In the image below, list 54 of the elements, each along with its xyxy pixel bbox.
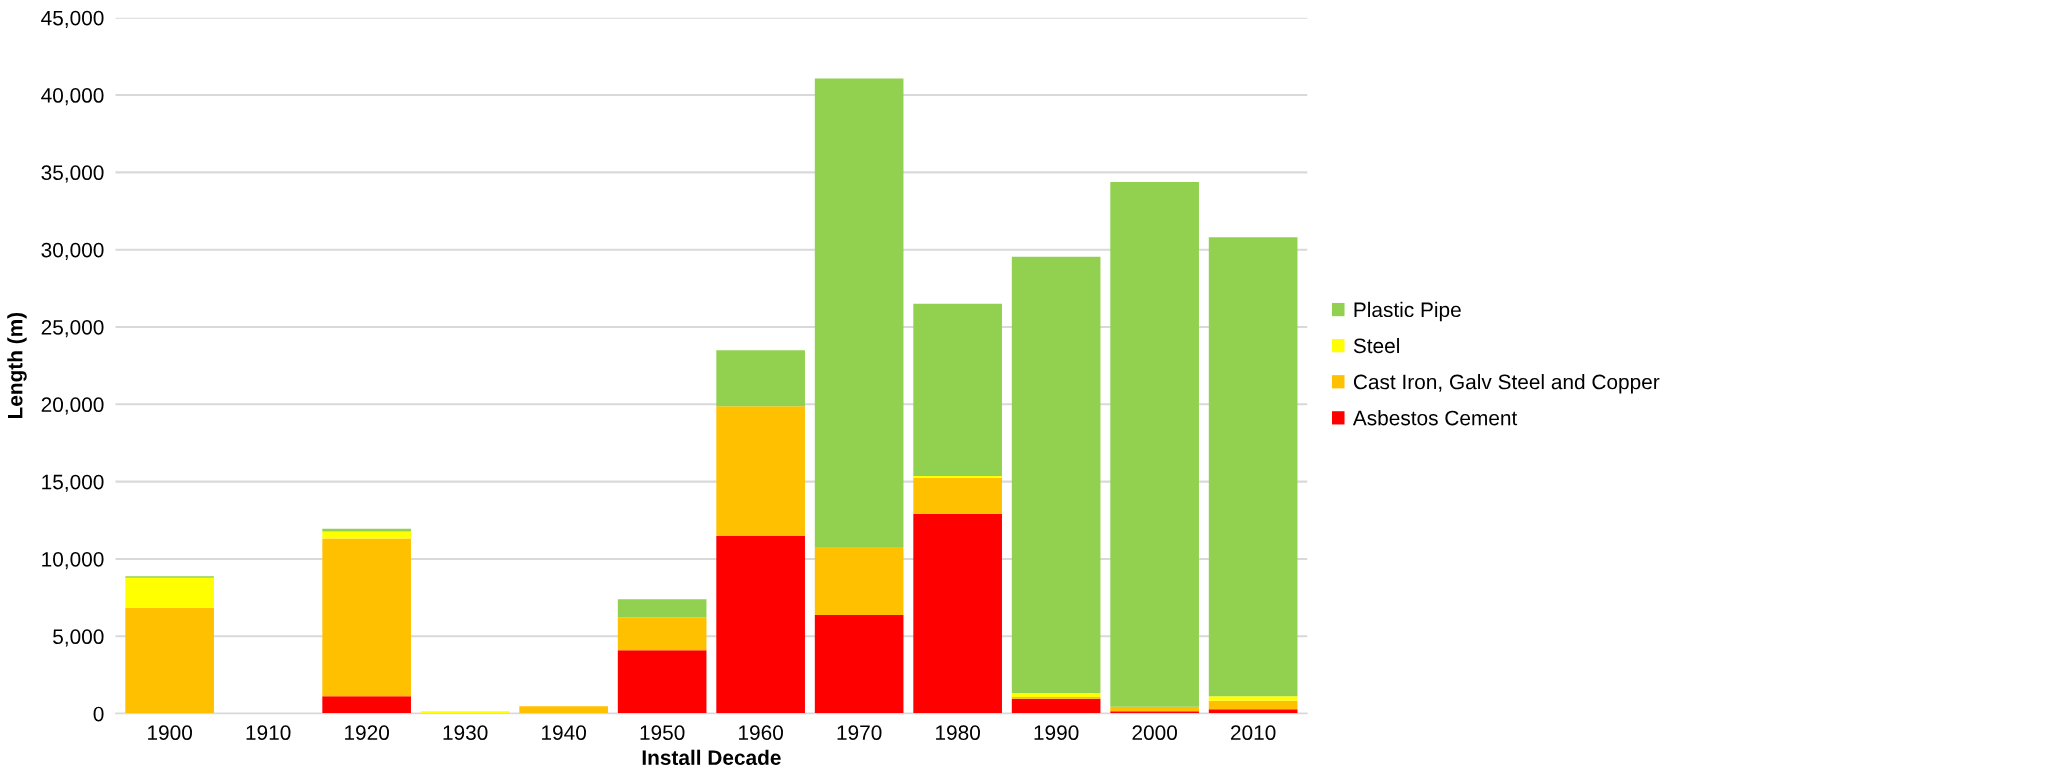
bar (322, 528, 411, 532)
y-tick-label: 45,000 (41, 10, 104, 28)
y-tick-label: 25,000 (41, 320, 104, 338)
legend-label: Steel (1353, 337, 1399, 354)
x-tick-label: 1920 (345, 725, 389, 741)
y-tick-label: 20,000 (41, 397, 104, 415)
y-tick-label: 15,000 (42, 474, 104, 492)
bar (617, 599, 707, 618)
legend-label: Plastic Pipe (1354, 301, 1461, 322)
y-tick-label: 0 (93, 706, 104, 722)
bar (1208, 237, 1298, 697)
x-tick-label: 1960 (739, 725, 783, 741)
bar (1110, 182, 1199, 707)
bar (814, 615, 904, 714)
x-tick-label: 2000 (1132, 725, 1177, 741)
bar (1011, 693, 1101, 698)
y-tick-label: 10,000 (42, 551, 104, 570)
legend-label: Cast Iron, Galv Steel and Copper (1353, 373, 1660, 394)
x-tick-label: 1900 (148, 725, 193, 741)
x-tick-label: 1970 (837, 725, 882, 741)
x-tick-label: 2010 (1231, 725, 1276, 741)
bar (1208, 696, 1298, 701)
bar (913, 513, 1002, 714)
bar (716, 350, 805, 407)
bar (322, 696, 411, 714)
bar (814, 547, 904, 616)
bar (1208, 700, 1298, 710)
x-tick-label: 1950 (640, 725, 685, 741)
bar (617, 650, 707, 714)
y-tick-label: 30,000 (41, 242, 104, 260)
y-tick-label: 5,000 (53, 629, 104, 647)
x-axis-title: Install Decade (642, 749, 781, 766)
bar (617, 617, 707, 651)
bar (716, 536, 805, 714)
bar (716, 406, 805, 537)
y-axis-title: Length (m) (7, 312, 27, 419)
x-tick-label: 1940 (542, 725, 586, 741)
bar (1011, 698, 1101, 714)
x-tick-label: 1980 (936, 725, 980, 741)
bar (814, 78, 904, 548)
y-tick-label: 35,000 (41, 165, 104, 183)
x-tick-label: 1930 (443, 725, 488, 741)
bar (519, 706, 608, 714)
bar (913, 303, 1002, 477)
legend-label: Asbestos Cement (1352, 410, 1518, 426)
bar (1011, 256, 1101, 694)
bar (125, 577, 214, 608)
x-tick-label: 1910 (246, 725, 291, 741)
bar (913, 477, 1002, 514)
y-tick-label: 40,000 (41, 88, 104, 106)
bar (125, 607, 214, 714)
x-tick-label: 1990 (1034, 725, 1079, 741)
bar (322, 538, 411, 697)
bar (322, 531, 411, 539)
